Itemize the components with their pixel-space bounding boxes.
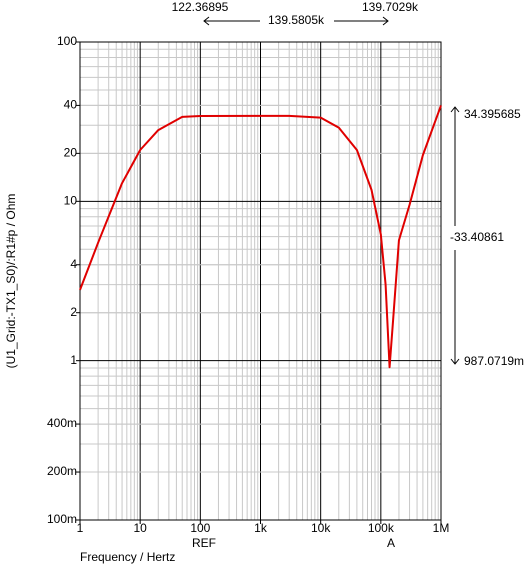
cursor-x-delta: 139.5805k: [268, 13, 325, 27]
cursor-arrows: [203, 16, 460, 365]
x-tick-label: 1M: [433, 521, 450, 535]
cursor-y-readout: 987.0719m: [464, 354, 524, 368]
y-tick-label: 2: [70, 305, 77, 319]
y-tick-label: 400m: [47, 416, 77, 430]
x-axis-title: Frequency / Hertz: [80, 550, 175, 564]
cursor-x-readout: 122.36895: [172, 0, 229, 14]
y-tick-label: 10: [64, 194, 78, 208]
y-tick-label: 20: [64, 146, 78, 160]
y-tick-label: 100: [57, 34, 77, 48]
x-tick-label: 10k: [311, 521, 331, 535]
cursor-y-delta: -33.40861: [450, 230, 504, 244]
x-tick-label: 100: [190, 521, 210, 535]
cursor-y-readout: 34.395685: [464, 107, 521, 121]
y-tick-label: 4: [70, 257, 77, 271]
x-tick-label: 100k: [368, 521, 395, 535]
x-tick-label: 1: [77, 521, 84, 535]
x-tick-label: 10: [133, 521, 147, 535]
cursor-name: A: [387, 536, 395, 550]
y-tick-label: 200m: [47, 464, 77, 478]
plot-frame: [79, 41, 442, 521]
y-axis-title: (U1_Grid:-TX1_S0)/:R1#p / Ohm: [4, 194, 18, 369]
cursor-x-readout: 139.7029k: [362, 0, 419, 14]
y-tick-label: 40: [64, 98, 78, 112]
series-line: [79, 105, 442, 369]
y-tick-label: 100m: [47, 512, 77, 526]
y-tick-label: 1: [70, 353, 77, 367]
x-tick-label: 1k: [254, 521, 268, 535]
cursor-name: REF: [192, 536, 216, 550]
